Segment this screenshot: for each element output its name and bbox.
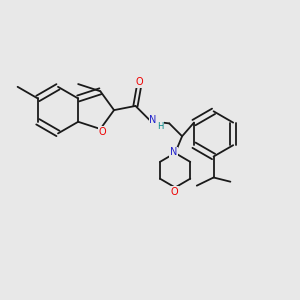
Text: N: N [149, 116, 157, 125]
Text: O: O [135, 77, 143, 87]
Text: O: O [99, 127, 106, 137]
Text: H: H [157, 122, 163, 131]
Text: O: O [171, 187, 178, 197]
Text: N: N [170, 147, 178, 158]
